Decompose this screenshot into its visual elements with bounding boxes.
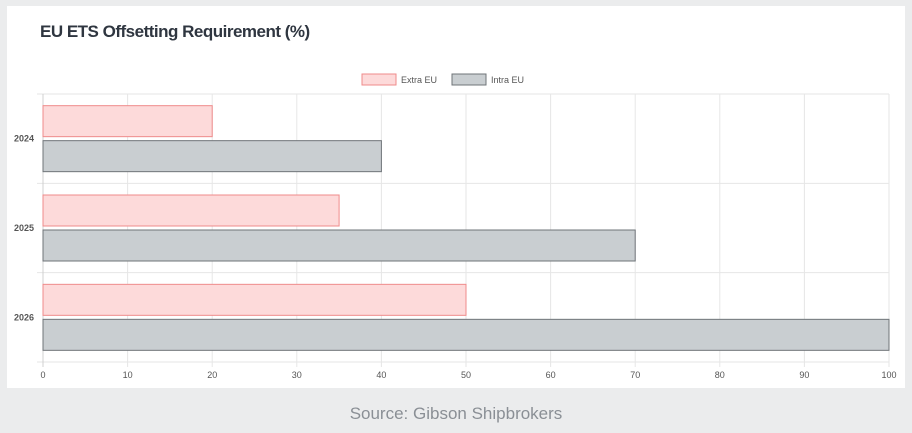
legend-label: Intra EU [491, 75, 524, 85]
bar-intra-eu-2026 [42, 318, 890, 351]
bar-intra-eu-2025 [42, 229, 636, 262]
x-tick-label: 70 [630, 370, 640, 380]
legend-label: Extra EU [401, 75, 437, 85]
x-tick-label: 50 [461, 370, 471, 380]
y-category-label: 2024 [14, 134, 34, 144]
bar-extra-eu-2026 [42, 283, 467, 316]
x-tick-label: 60 [546, 370, 556, 380]
bar-intra-eu-2024 [42, 140, 382, 173]
y-category-label: 2025 [14, 223, 34, 233]
chart-title: EU ETS Offsetting Requirement (%) [40, 22, 310, 41]
x-tick-label: 80 [715, 370, 725, 380]
x-tick-label: 0 [40, 370, 45, 380]
offsetting-bar-chart: 0 10 20 30 40 50 60 70 80 90 100 2024 2025 2026 Extra … [14, 73, 897, 380]
source-caption: Source: Gibson Shipbrokers [349, 404, 563, 423]
bar-extra-eu-2025 [42, 194, 340, 227]
y-category-label: 2026 [14, 312, 34, 322]
legend-swatch-intra-eu [451, 73, 487, 86]
x-tick-label: 90 [799, 370, 809, 380]
legend-swatch-extra-eu [361, 73, 397, 86]
x-tick-label: 30 [292, 370, 302, 380]
x-tick-label: 100 [881, 370, 896, 380]
bar-extra-eu-2024 [42, 105, 213, 138]
x-tick-label: 40 [376, 370, 386, 380]
x-tick-label: 20 [207, 370, 217, 380]
x-tick-label: 10 [123, 370, 133, 380]
